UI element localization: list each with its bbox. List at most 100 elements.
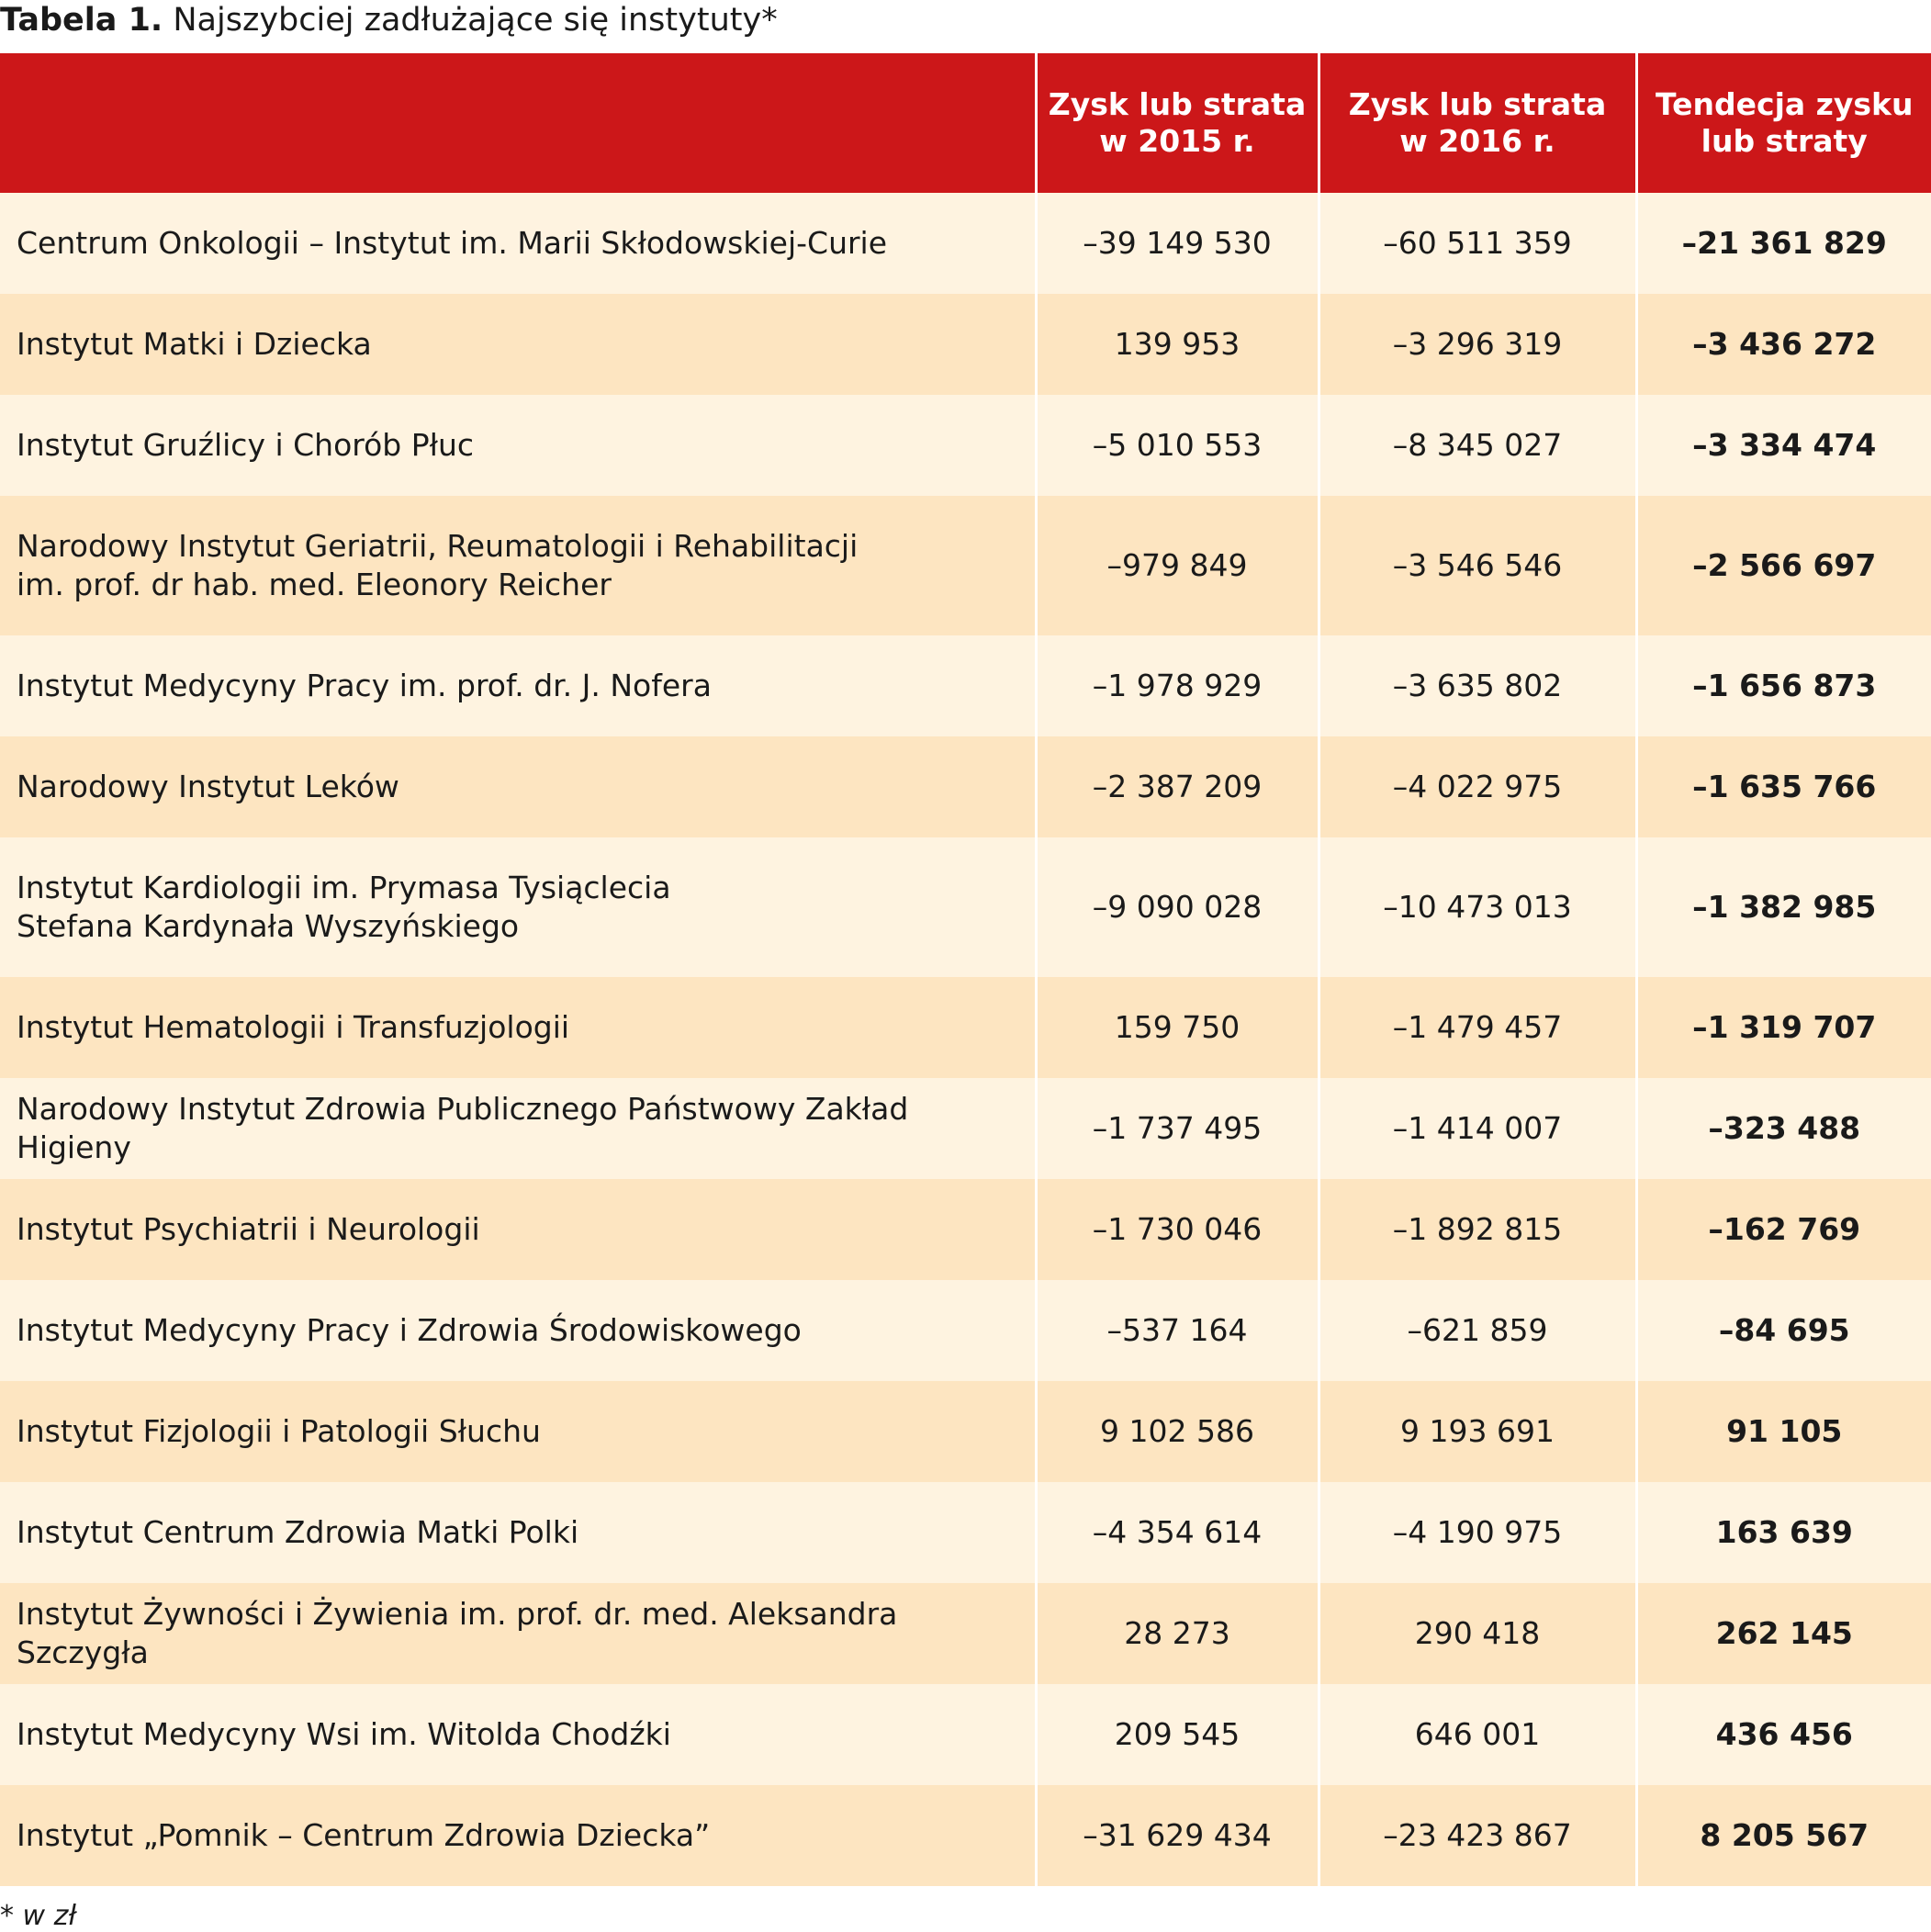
table-row: Instytut Kardiologii im. Prymasa Tysiącl…	[0, 837, 1931, 977]
header-name	[0, 53, 1036, 193]
value-2016: –3 296 319	[1317, 294, 1636, 395]
header-2015: Zysk lub strata w 2015 r.	[1034, 53, 1319, 193]
table-body: Centrum Onkologii – Instytut im. Marii S…	[0, 193, 1931, 1886]
institute-name: Instytut Medycyny Pracy i Zdrowia Środow…	[0, 1280, 1036, 1381]
institute-name: Instytut Centrum Zdrowia Matki Polki	[0, 1482, 1036, 1583]
table-caption: Tabela 1. Najszybciej zadłużające się in…	[0, 2, 778, 50]
table-row: Instytut Hematologii i Transfuzjologii 15…	[0, 977, 1931, 1078]
institute-name: Instytut Kardiologii im. Prymasa Tysiącl…	[0, 837, 1036, 977]
value-2015: –5 010 553	[1034, 395, 1319, 496]
table-row: Instytut Gruźlicy i Chorób Płuc –5 010 55…	[0, 395, 1931, 496]
table-row: Instytut Centrum Zdrowia Matki Polki –4 3…	[0, 1482, 1931, 1583]
header-2015-line: w 2015 r.	[1099, 123, 1255, 159]
header-2016-line: w 2016 r.	[1399, 123, 1555, 159]
institute-name-line: Instytut Centrum Zdrowia Matki Polki	[17, 1514, 579, 1550]
value-2015: –2 387 209	[1034, 736, 1319, 837]
table-row: Centrum Onkologii – Instytut im. Marii S…	[0, 193, 1931, 294]
header-2016-line: Zysk lub strata	[1348, 86, 1607, 122]
table-row: Instytut Medycyny Pracy i Zdrowia Środow…	[0, 1280, 1931, 1381]
value-trend: –84 695	[1634, 1280, 1931, 1381]
value-2015: 209 545	[1034, 1684, 1319, 1785]
value-2015: –9 090 028	[1034, 837, 1319, 977]
institute-name-line: Instytut Medycyny Pracy im. prof. dr. J.…	[17, 668, 712, 703]
value-trend: –1 382 985	[1634, 837, 1931, 977]
value-2016: –3 635 802	[1317, 635, 1636, 736]
value-2016: –8 345 027	[1317, 395, 1636, 496]
institute-name-line: Narodowy Instytut Zdrowia Publicznego Pa…	[17, 1091, 909, 1165]
value-2015: –1 978 929	[1034, 635, 1319, 736]
value-2015: –31 629 434	[1034, 1785, 1319, 1886]
caption-lead: Tabela 1.	[0, 2, 163, 39]
value-2015: 159 750	[1034, 977, 1319, 1078]
value-2016: 290 418	[1317, 1583, 1636, 1684]
header-trend-line: lub straty	[1701, 123, 1868, 159]
value-2016: –1 414 007	[1317, 1078, 1636, 1179]
institute-name: Instytut Medycyny Wsi im. Witolda Chodźk…	[0, 1684, 1036, 1785]
institute-name-line: Centrum Onkologii – Instytut im. Marii S…	[17, 225, 888, 261]
value-trend: –1 319 707	[1634, 977, 1931, 1078]
institute-name-line: Narodowy Instytut Leków	[17, 769, 399, 804]
institute-name: Instytut „Pomnik – Centrum Zdrowia Dziec…	[0, 1785, 1036, 1886]
table-row: Instytut Medycyny Pracy im. prof. dr. J.…	[0, 635, 1931, 736]
value-trend: –3 436 272	[1634, 294, 1931, 395]
institute-name-line: Instytut Kardiologii im. Prymasa Tysiącl…	[17, 870, 671, 905]
institute-name: Instytut Matki i Dziecka	[0, 294, 1036, 395]
institute-name-line: Instytut Hematologii i Transfuzjologii	[17, 1009, 570, 1045]
institute-name: Instytut Medycyny Pracy im. prof. dr. J.…	[0, 635, 1036, 736]
institute-name: Instytut Gruźlicy i Chorób Płuc	[0, 395, 1036, 496]
value-2015: 139 953	[1034, 294, 1319, 395]
value-trend: 436 456	[1634, 1684, 1931, 1785]
institute-name: Instytut Fizjologii i Patologii Słuchu	[0, 1381, 1036, 1482]
table-row: Instytut Fizjologii i Patologii Słuchu 9 …	[0, 1381, 1931, 1482]
value-2015: –1 730 046	[1034, 1179, 1319, 1280]
institute-name-line: Instytut Gruźlicy i Chorób Płuc	[17, 427, 475, 463]
institute-name: Narodowy Instytut Geriatrii, Reumatologi…	[0, 496, 1036, 635]
value-trend: –3 334 474	[1634, 395, 1931, 496]
table-row: Instytut „Pomnik – Centrum Zdrowia Dziec…	[0, 1785, 1931, 1886]
institute-name-line: Instytut Żywności i Żywienia im. prof. d…	[17, 1596, 898, 1670]
value-2015: –4 354 614	[1034, 1482, 1319, 1583]
value-2016: –3 546 546	[1317, 496, 1636, 635]
value-2015: 28 273	[1034, 1583, 1319, 1684]
value-trend: –162 769	[1634, 1179, 1931, 1280]
institute-name-line: Stefana Kardynała Wyszyńskiego	[17, 908, 520, 944]
table-row: Narodowy Instytut Zdrowia Publicznego Pa…	[0, 1078, 1931, 1179]
value-2016: –1 892 815	[1317, 1179, 1636, 1280]
institutes-table: Zysk lub strata w 2015 r. Zysk lub strat…	[0, 53, 1931, 1886]
institute-name-line: im. prof. dr hab. med. Eleonory Reicher	[17, 567, 612, 602]
value-trend: 163 639	[1634, 1482, 1931, 1583]
table-row: Narodowy Instytut Leków –2 387 209 –4 022 …	[0, 736, 1931, 837]
table-row: Instytut Psychiatrii i Neurologii –1 730 …	[0, 1179, 1931, 1280]
institute-name-line: Instytut Fizjologii i Patologii Słuchu	[17, 1413, 541, 1449]
value-trend: –1 656 873	[1634, 635, 1931, 736]
table-row: Narodowy Instytut Geriatrii, Reumatologi…	[0, 496, 1931, 635]
value-trend: 262 145	[1634, 1583, 1931, 1684]
value-2016: 646 001	[1317, 1684, 1636, 1785]
value-2016: –10 473 013	[1317, 837, 1636, 977]
value-trend: 8 205 567	[1634, 1785, 1931, 1886]
institute-name: Instytut Żywności i Żywienia im. prof. d…	[0, 1583, 1036, 1684]
institute-name-line: Instytut „Pomnik – Centrum Zdrowia Dziec…	[17, 1817, 711, 1853]
table-row: Instytut Medycyny Wsi im. Witolda Chodźk…	[0, 1684, 1931, 1785]
value-trend: 91 105	[1634, 1381, 1931, 1482]
header-trend-line: Tendecja zysku	[1656, 86, 1914, 122]
institute-name: Instytut Psychiatrii i Neurologii	[0, 1179, 1036, 1280]
value-2015: –1 737 495	[1034, 1078, 1319, 1179]
institute-name: Narodowy Instytut Leków	[0, 736, 1036, 837]
header-row: Zysk lub strata w 2015 r. Zysk lub strat…	[0, 53, 1931, 193]
value-trend: –21 361 829	[1634, 193, 1931, 294]
institute-name: Narodowy Instytut Zdrowia Publicznego Pa…	[0, 1078, 1036, 1179]
value-trend: –1 635 766	[1634, 736, 1931, 837]
value-2016: –4 190 975	[1317, 1482, 1636, 1583]
header-2015-line: Zysk lub strata	[1048, 86, 1307, 122]
header-2016: Zysk lub strata w 2016 r.	[1317, 53, 1636, 193]
value-trend: –323 488	[1634, 1078, 1931, 1179]
institute-name: Centrum Onkologii – Instytut im. Marii S…	[0, 193, 1036, 294]
footnote: * w zł	[0, 1900, 76, 1932]
institute-name: Instytut Hematologii i Transfuzjologii	[0, 977, 1036, 1078]
caption-text: Najszybciej zadłużające się instytuty*	[163, 2, 778, 39]
value-2015: –979 849	[1034, 496, 1319, 635]
institute-name-line: Instytut Medycyny Pracy i Zdrowia Środow…	[17, 1312, 802, 1348]
table-row: Instytut Matki i Dziecka 139 953 –3 296 31…	[0, 294, 1931, 395]
value-2016: –60 511 359	[1317, 193, 1636, 294]
